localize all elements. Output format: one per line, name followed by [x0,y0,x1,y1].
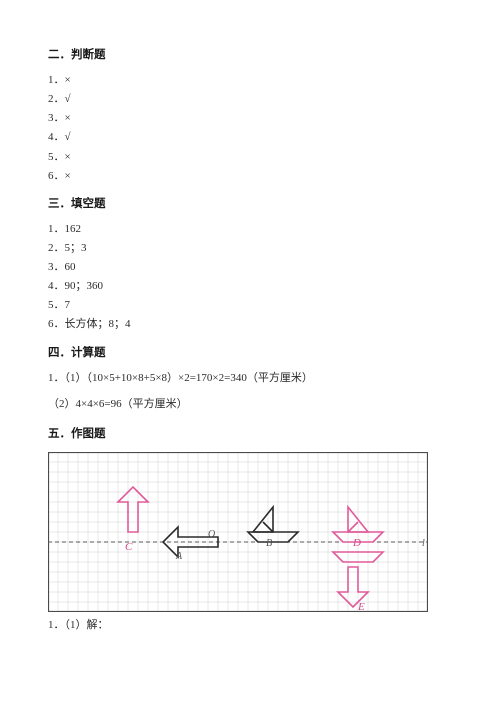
answer-item: 2．5；3 [48,239,452,257]
svg-text:O: O [208,529,215,540]
answer-item: 4．90；360 [48,277,452,295]
calc-line-1: 1．（1）（10×5+10×8+5×8）×2=170×2=340（平方厘米） [48,369,452,387]
calc-line-2: （2）4×4×6=96（平方厘米） [48,395,452,413]
section-3-answers: 1．162 2．5；3 3．60 4．90；360 5．7 6．长方体；8；4 [48,220,452,334]
svg-text:D: D [352,537,361,549]
svg-text:l: l [422,538,425,549]
page-content: 二．判断题 1．× 2．√ 3．× 4．√ 5．× 6．× 三．填空题 1．16… [0,0,500,655]
svg-text:A: A [175,551,183,562]
answer-item: 5．× [48,148,452,166]
svg-text:E: E [357,601,365,612]
figure-container: l C A O B D E [48,452,452,612]
answer-item: 3．× [48,109,452,127]
section-2-answers: 1．× 2．√ 3．× 4．√ 5．× 6．× [48,71,452,185]
svg-text:C: C [125,541,133,553]
svg-text:B: B [266,538,272,549]
section-4-title: 四．计算题 [48,344,452,363]
answer-item: 2．√ [48,90,452,108]
section-3-title: 三．填空题 [48,195,452,214]
answer-item: 1．162 [48,220,452,238]
geometry-figure: l C A O B D E [48,452,428,612]
answer-item: 5．7 [48,296,452,314]
answer-item: 6．× [48,167,452,185]
answer-item: 4．√ [48,128,452,146]
answer-item: 6．长方体；8；4 [48,315,452,333]
answer-item: 3．60 [48,258,452,276]
answer-item: 1．× [48,71,452,89]
figure-answer-label: 1．（1）解： [48,616,452,634]
section-5-title: 五．作图题 [48,425,452,444]
section-2-title: 二．判断题 [48,46,452,65]
